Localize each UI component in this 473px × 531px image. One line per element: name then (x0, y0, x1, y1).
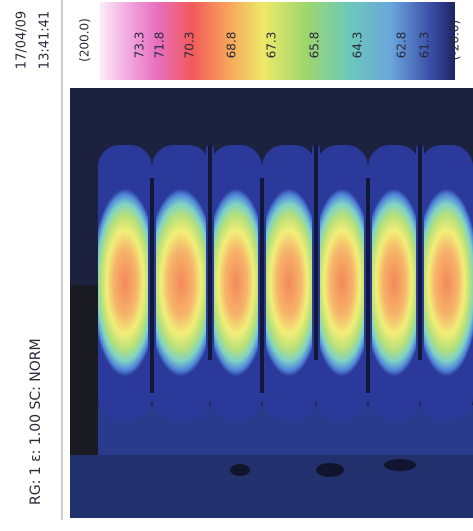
fin (152, 145, 210, 420)
fin (316, 145, 368, 420)
slot-core (150, 178, 154, 393)
scale-label: 67.3 (265, 32, 279, 59)
slot-core (314, 145, 318, 360)
scale-label: 68.8 (225, 32, 239, 59)
fin (262, 145, 316, 420)
time: 13:41:41 (38, 11, 53, 69)
spot (230, 464, 250, 476)
scale-label: 65.8 (308, 32, 322, 59)
scale-max: (200.0) (78, 18, 92, 62)
spot (316, 463, 344, 477)
fin (368, 145, 420, 420)
slot-core (366, 178, 370, 393)
scale-label: 70.3 (183, 32, 197, 59)
thermal-screen: 17/04/09 13:41:41 RG: 1 ε: 1.00 SC: NORM… (0, 0, 473, 527)
slot-core (208, 145, 212, 360)
spot (384, 459, 416, 471)
scale-min: (-20.0) (448, 20, 462, 60)
scale-label: 62.8 (395, 32, 409, 59)
fin (210, 145, 262, 420)
status: RG: 1 ε: 1.00 SC: NORM (28, 338, 44, 505)
slot-core (260, 178, 264, 393)
scale-label: 71.8 (153, 32, 167, 59)
scale-label: 64.3 (351, 32, 365, 59)
fin (98, 145, 152, 420)
fin (420, 145, 473, 420)
scale-label: 73.3 (133, 32, 147, 59)
date: 17/04/09 (15, 11, 30, 69)
slot-core (418, 145, 422, 360)
scale-label: 61.3 (418, 32, 432, 59)
